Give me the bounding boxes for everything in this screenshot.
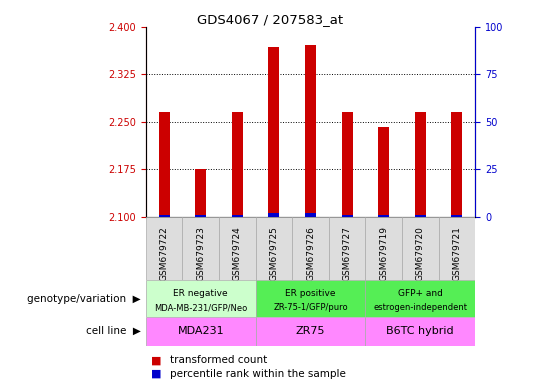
Text: ZR-75-1/GFP/puro: ZR-75-1/GFP/puro [273,303,348,312]
Bar [305,45,316,217]
Bar [305,213,316,217]
Text: MDA-MB-231/GFP/Neo: MDA-MB-231/GFP/Neo [154,303,247,312]
Text: ER positive: ER positive [285,289,336,298]
Bar [378,215,389,217]
Text: GSM679720: GSM679720 [416,227,425,281]
Bar [329,217,366,280]
Bar [415,113,426,217]
Bar [402,217,438,280]
Bar [451,215,462,217]
Bar [366,217,402,280]
Text: ■: ■ [151,355,161,365]
Text: ZR75: ZR75 [296,326,325,336]
Bar [146,317,255,346]
Text: genotype/variation  ▶: genotype/variation ▶ [27,293,140,304]
Text: cell line  ▶: cell line ▶ [85,326,140,336]
Bar [183,217,219,280]
Text: transformed count: transformed count [170,355,267,365]
Text: estrogen-independent: estrogen-independent [373,303,467,312]
Bar [268,213,279,217]
Bar [159,113,170,217]
Bar [195,169,206,217]
Bar [451,113,462,217]
Bar [219,217,255,280]
Bar [438,217,475,280]
Text: GSM679721: GSM679721 [453,227,461,281]
Text: GSM679719: GSM679719 [379,227,388,281]
Bar [255,217,292,280]
Bar [232,215,243,217]
Text: GSM679727: GSM679727 [342,227,352,281]
Bar [342,215,353,217]
Text: GDS4067 / 207583_at: GDS4067 / 207583_at [197,13,343,26]
Text: GSM679726: GSM679726 [306,227,315,281]
Text: GSM679722: GSM679722 [160,227,168,281]
Text: MDA231: MDA231 [177,326,224,336]
Text: GFP+ and: GFP+ and [398,289,443,298]
Bar [366,280,475,317]
Bar [292,217,329,280]
Text: GSM679723: GSM679723 [196,227,205,281]
Bar [342,113,353,217]
Bar [366,317,475,346]
Text: GSM679725: GSM679725 [269,227,279,281]
Bar [255,317,366,346]
Bar [268,47,279,217]
Bar [195,215,206,217]
Bar [255,280,366,317]
Text: B6TC hybrid: B6TC hybrid [387,326,454,336]
Bar [146,217,183,280]
Bar [232,113,243,217]
Text: GSM679724: GSM679724 [233,227,242,281]
Text: percentile rank within the sample: percentile rank within the sample [170,369,346,379]
Bar [146,280,255,317]
Bar [415,215,426,217]
Bar [378,127,389,217]
Text: ■: ■ [151,369,161,379]
Text: ER negative: ER negative [173,289,228,298]
Bar [159,215,170,217]
